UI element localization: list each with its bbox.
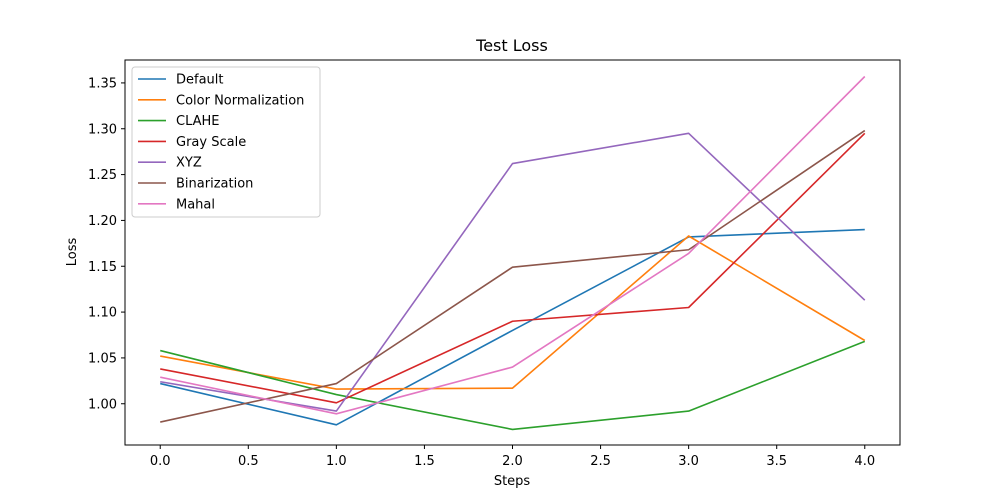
y-tick-label: 1.35 (88, 76, 117, 91)
series-line-2 (160, 340, 866, 431)
legend-label: Binarization (176, 177, 253, 192)
x-tick-label: 1.0 (326, 454, 347, 469)
series-line-5 (160, 129, 866, 423)
x-axis-label: Steps (494, 474, 531, 489)
y-axis-label: Loss (65, 238, 80, 267)
x-tick-label: 2.5 (590, 454, 611, 469)
legend-label: Gray Scale (176, 135, 246, 150)
series-line-6 (160, 75, 866, 415)
x-tick-label: 4.0 (854, 454, 875, 469)
y-tick-label: 1.30 (88, 122, 117, 137)
legend-label: Color Normalization (176, 93, 304, 108)
y-tick-label: 1.20 (88, 214, 117, 229)
x-tick-label: 3.0 (678, 454, 699, 469)
x-tick-label: 1.5 (414, 454, 435, 469)
x-tick-label: 0.0 (150, 454, 171, 469)
y-tick-label: 1.25 (88, 168, 117, 183)
y-tick-label: 1.00 (88, 397, 117, 412)
x-axis-ticks: 0.0 0.5 1.0 1.5 2.0 2.5 3.0 3.5 4.0 (150, 445, 875, 469)
y-tick-label: 1.15 (88, 260, 117, 275)
x-tick-label: 0.5 (238, 454, 259, 469)
legend-label: Mahal (176, 197, 215, 212)
y-tick-label: 1.05 (88, 351, 117, 366)
series-lines (160, 75, 866, 431)
legend-label: CLAHE (176, 114, 220, 129)
y-tick-label: 1.10 (88, 306, 117, 321)
x-tick-label: 2.0 (502, 454, 523, 469)
legend-label: Default (176, 73, 224, 88)
x-tick-label: 3.5 (766, 454, 787, 469)
y-axis-ticks: 1.00 1.05 1.10 1.15 1.20 1.25 1.30 1.35 (88, 76, 125, 412)
series-line-0 (160, 228, 865, 426)
series-line-1 (160, 235, 866, 390)
legend: Default Color Normalization CLAHE Gray Scal… (131, 66, 321, 218)
legend-label: XYZ (176, 156, 202, 171)
chart-title: Test Loss (475, 36, 548, 55)
legend-box (131, 66, 321, 218)
series-line-3 (160, 132, 866, 404)
